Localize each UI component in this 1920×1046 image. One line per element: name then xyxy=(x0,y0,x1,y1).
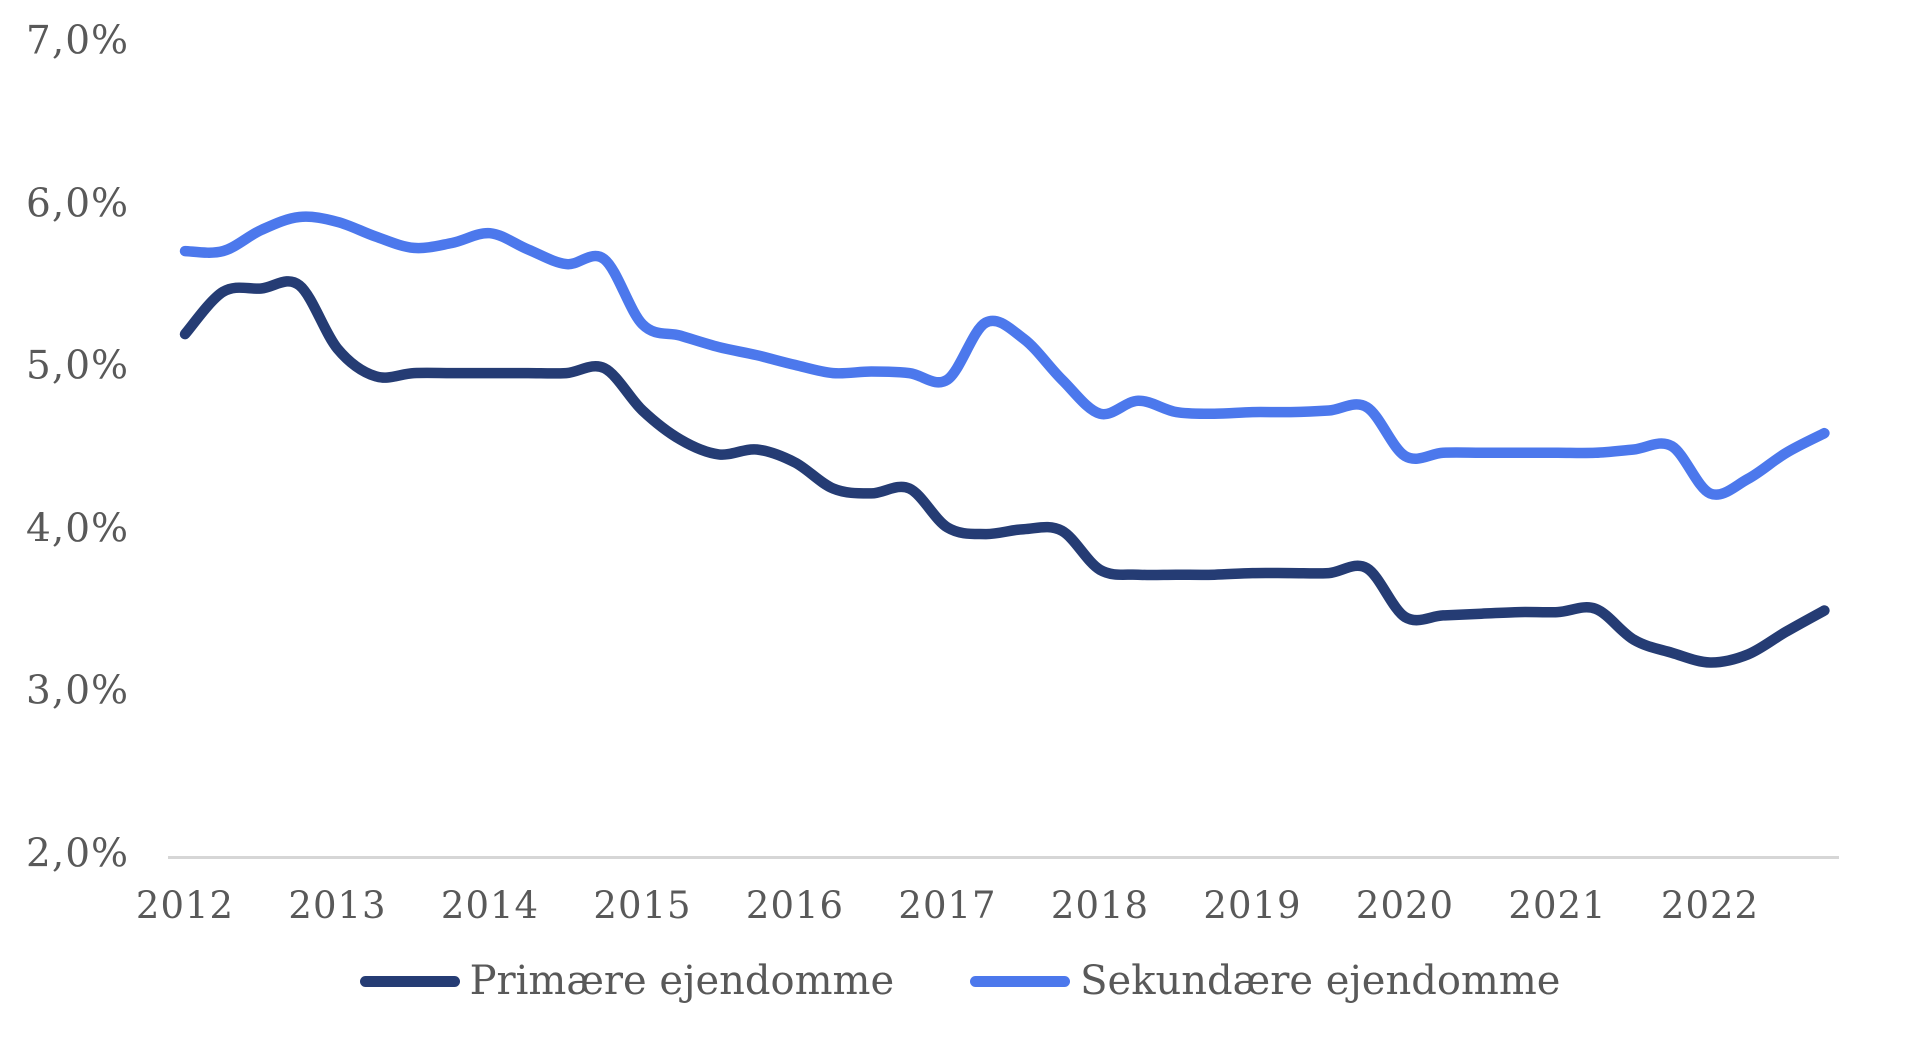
legend-label-primary: Primære ejendomme xyxy=(469,958,895,1004)
legend-item-primary: Primære ejendomme xyxy=(359,958,895,1004)
x-tick-label: 2012 xyxy=(135,884,235,927)
legend-swatch-secondary xyxy=(970,975,1071,987)
x-tick-label: 2020 xyxy=(1355,884,1455,927)
legend-item-secondary: Sekundære ejendomme xyxy=(970,958,1560,1004)
y-tick-label: 2,0% xyxy=(26,831,130,877)
x-tick-label: 2018 xyxy=(1050,884,1150,927)
y-tick-label: 4,0% xyxy=(26,506,130,552)
x-axis-baseline xyxy=(168,856,1839,859)
x-tick-label: 2013 xyxy=(288,884,387,927)
y-tick-label: 5,0% xyxy=(26,343,130,389)
chart-legend: Primære ejendomme Sekundære ejendomme xyxy=(0,958,1920,1004)
legend-swatch-primary xyxy=(359,975,460,987)
y-tick-label: 6,0% xyxy=(26,181,130,227)
x-tick-label: 2021 xyxy=(1508,884,1607,927)
series-line-0 xyxy=(179,276,1830,668)
x-tick-label: 2019 xyxy=(1203,884,1302,927)
legend-label-secondary: Sekundære ejendomme xyxy=(1080,958,1561,1004)
x-tick-label: 2017 xyxy=(898,884,997,927)
x-tick-label: 2016 xyxy=(745,884,845,927)
x-tick-label: 2014 xyxy=(440,884,540,927)
x-tick-label: 2022 xyxy=(1660,884,1760,927)
y-tick-label: 3,0% xyxy=(26,669,130,715)
y-tick-label: 7,0% xyxy=(26,18,130,64)
x-tick-label: 2015 xyxy=(593,884,692,927)
series-line-1 xyxy=(179,211,1830,500)
